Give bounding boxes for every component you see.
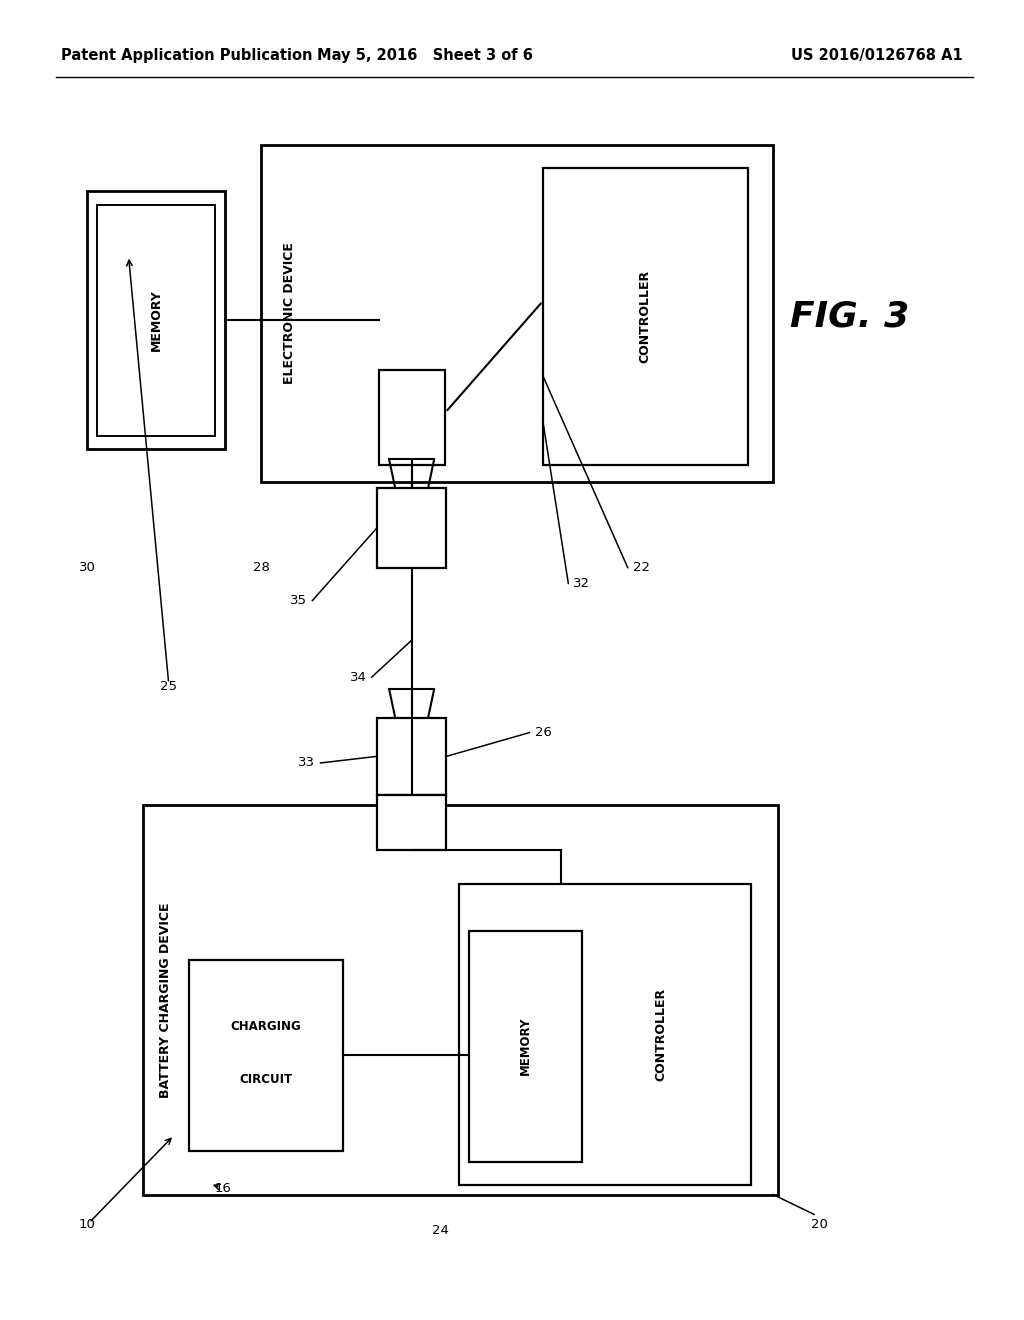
Text: CONTROLLER: CONTROLLER [639,269,651,363]
FancyBboxPatch shape [143,805,778,1195]
FancyBboxPatch shape [87,191,225,449]
Text: US 2016/0126768 A1: US 2016/0126768 A1 [791,48,963,63]
Text: 32: 32 [573,577,591,590]
Text: BATTERY CHARGING DEVICE: BATTERY CHARGING DEVICE [160,902,172,1098]
FancyBboxPatch shape [377,488,446,568]
FancyBboxPatch shape [459,884,751,1185]
FancyBboxPatch shape [543,168,748,465]
Text: 26: 26 [535,726,551,739]
Text: 35: 35 [290,594,307,607]
Text: 22: 22 [633,561,650,574]
Text: ELECTRONIC DEVICE: ELECTRONIC DEVICE [284,243,296,384]
Text: 24: 24 [432,1224,449,1237]
Text: Patent Application Publication: Patent Application Publication [61,48,313,63]
Text: MEMORY: MEMORY [519,1016,531,1076]
Text: 30: 30 [79,561,95,574]
Text: 34: 34 [350,671,367,684]
Text: CIRCUIT: CIRCUIT [240,1073,293,1085]
FancyBboxPatch shape [377,718,446,795]
Text: May 5, 2016   Sheet 3 of 6: May 5, 2016 Sheet 3 of 6 [317,48,532,63]
Text: CONTROLLER: CONTROLLER [654,989,668,1081]
FancyBboxPatch shape [469,931,582,1162]
Text: 16: 16 [215,1181,231,1195]
FancyBboxPatch shape [379,370,445,465]
FancyBboxPatch shape [377,795,446,850]
FancyBboxPatch shape [261,145,773,482]
FancyBboxPatch shape [189,960,343,1151]
Text: 25: 25 [161,680,177,693]
Text: 33: 33 [298,756,315,770]
Text: 20: 20 [811,1218,827,1232]
Text: FIG. 3: FIG. 3 [791,300,909,334]
Text: MEMORY: MEMORY [150,289,163,351]
Text: 10: 10 [79,1218,95,1232]
FancyBboxPatch shape [97,205,215,436]
Text: CHARGING: CHARGING [230,1020,302,1032]
Text: 28: 28 [253,561,269,574]
